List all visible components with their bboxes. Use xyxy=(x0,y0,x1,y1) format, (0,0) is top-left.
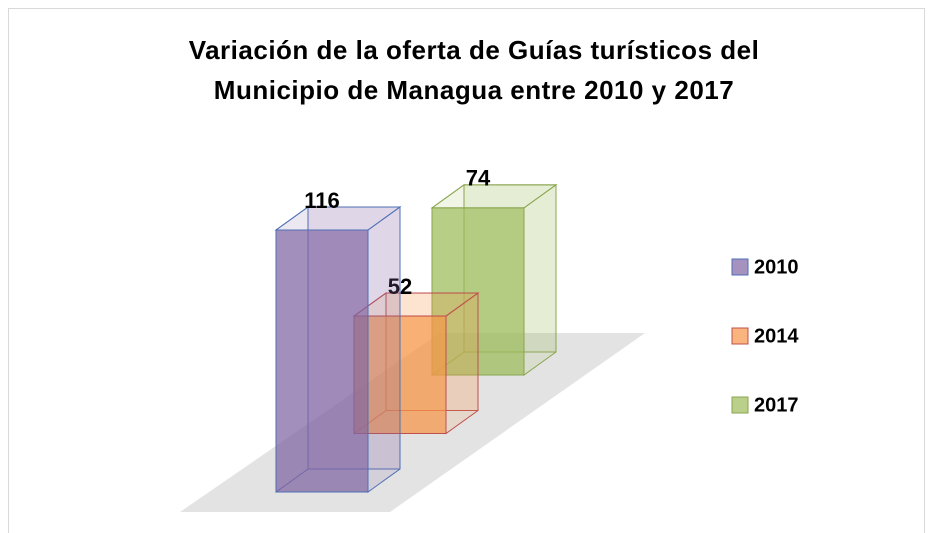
legend-label: 2010 xyxy=(754,256,799,278)
bar xyxy=(275,229,369,493)
legend-label: 2017 xyxy=(754,394,799,416)
data-label: 116 xyxy=(304,188,340,213)
legend-swatch xyxy=(731,396,749,414)
legend-swatch xyxy=(731,327,749,345)
legend-swatch xyxy=(731,258,749,276)
data-label: 74 xyxy=(466,166,491,191)
bar-side xyxy=(367,206,401,493)
legend-label: 2014 xyxy=(754,325,799,347)
chart-title: Variación de la oferta de Guías turístic… xyxy=(188,35,760,105)
chart-frame xyxy=(8,8,925,533)
bar-side xyxy=(445,292,479,435)
bar-side xyxy=(523,183,557,376)
